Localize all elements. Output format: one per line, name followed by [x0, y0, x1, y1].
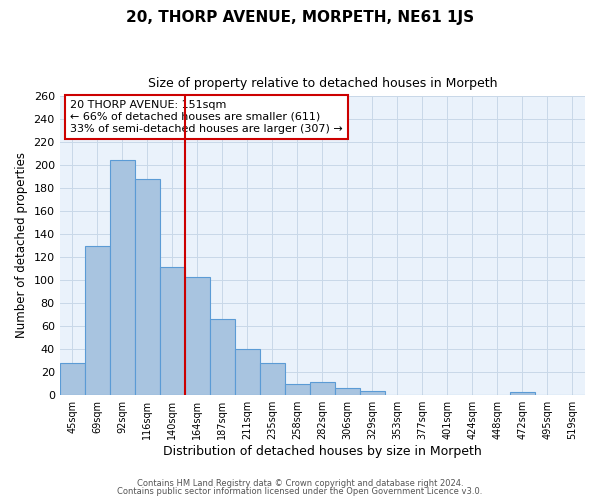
Bar [135, 178, 160, 394]
Y-axis label: Number of detached properties: Number of detached properties [15, 152, 28, 338]
Text: Contains public sector information licensed under the Open Government Licence v3: Contains public sector information licen… [118, 487, 482, 496]
Bar [85, 246, 110, 394]
Text: Contains HM Land Registry data © Crown copyright and database right 2024.: Contains HM Land Registry data © Crown c… [137, 478, 463, 488]
Text: 20, THORP AVENUE, MORPETH, NE61 1JS: 20, THORP AVENUE, MORPETH, NE61 1JS [126, 10, 474, 25]
Bar [360, 392, 385, 394]
Bar [185, 278, 210, 394]
Bar [210, 319, 235, 394]
Title: Size of property relative to detached houses in Morpeth: Size of property relative to detached ho… [148, 78, 497, 90]
Bar [110, 160, 135, 394]
Text: 20 THORP AVENUE: 151sqm
← 66% of detached houses are smaller (611)
33% of semi-d: 20 THORP AVENUE: 151sqm ← 66% of detache… [70, 100, 343, 134]
Bar [510, 392, 535, 394]
Bar [310, 382, 335, 394]
Bar [285, 384, 310, 394]
Bar [160, 267, 185, 394]
Bar [260, 362, 285, 394]
Bar [235, 348, 260, 395]
Bar [59, 362, 85, 394]
Bar [335, 388, 360, 394]
X-axis label: Distribution of detached houses by size in Morpeth: Distribution of detached houses by size … [163, 444, 482, 458]
